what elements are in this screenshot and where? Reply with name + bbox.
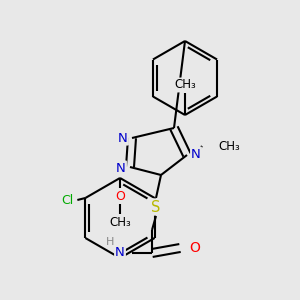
Text: CH₃: CH₃	[218, 140, 240, 152]
Text: N: N	[115, 247, 125, 260]
Text: S: S	[151, 200, 161, 214]
Text: CH₃: CH₃	[174, 79, 196, 92]
Text: Cl: Cl	[61, 194, 74, 208]
Text: N: N	[116, 161, 126, 175]
Text: N: N	[191, 148, 201, 160]
Text: O: O	[190, 241, 200, 255]
Text: CH₃: CH₃	[109, 215, 131, 229]
Text: O: O	[115, 190, 125, 202]
Text: H: H	[106, 237, 114, 247]
Text: N: N	[118, 131, 128, 145]
